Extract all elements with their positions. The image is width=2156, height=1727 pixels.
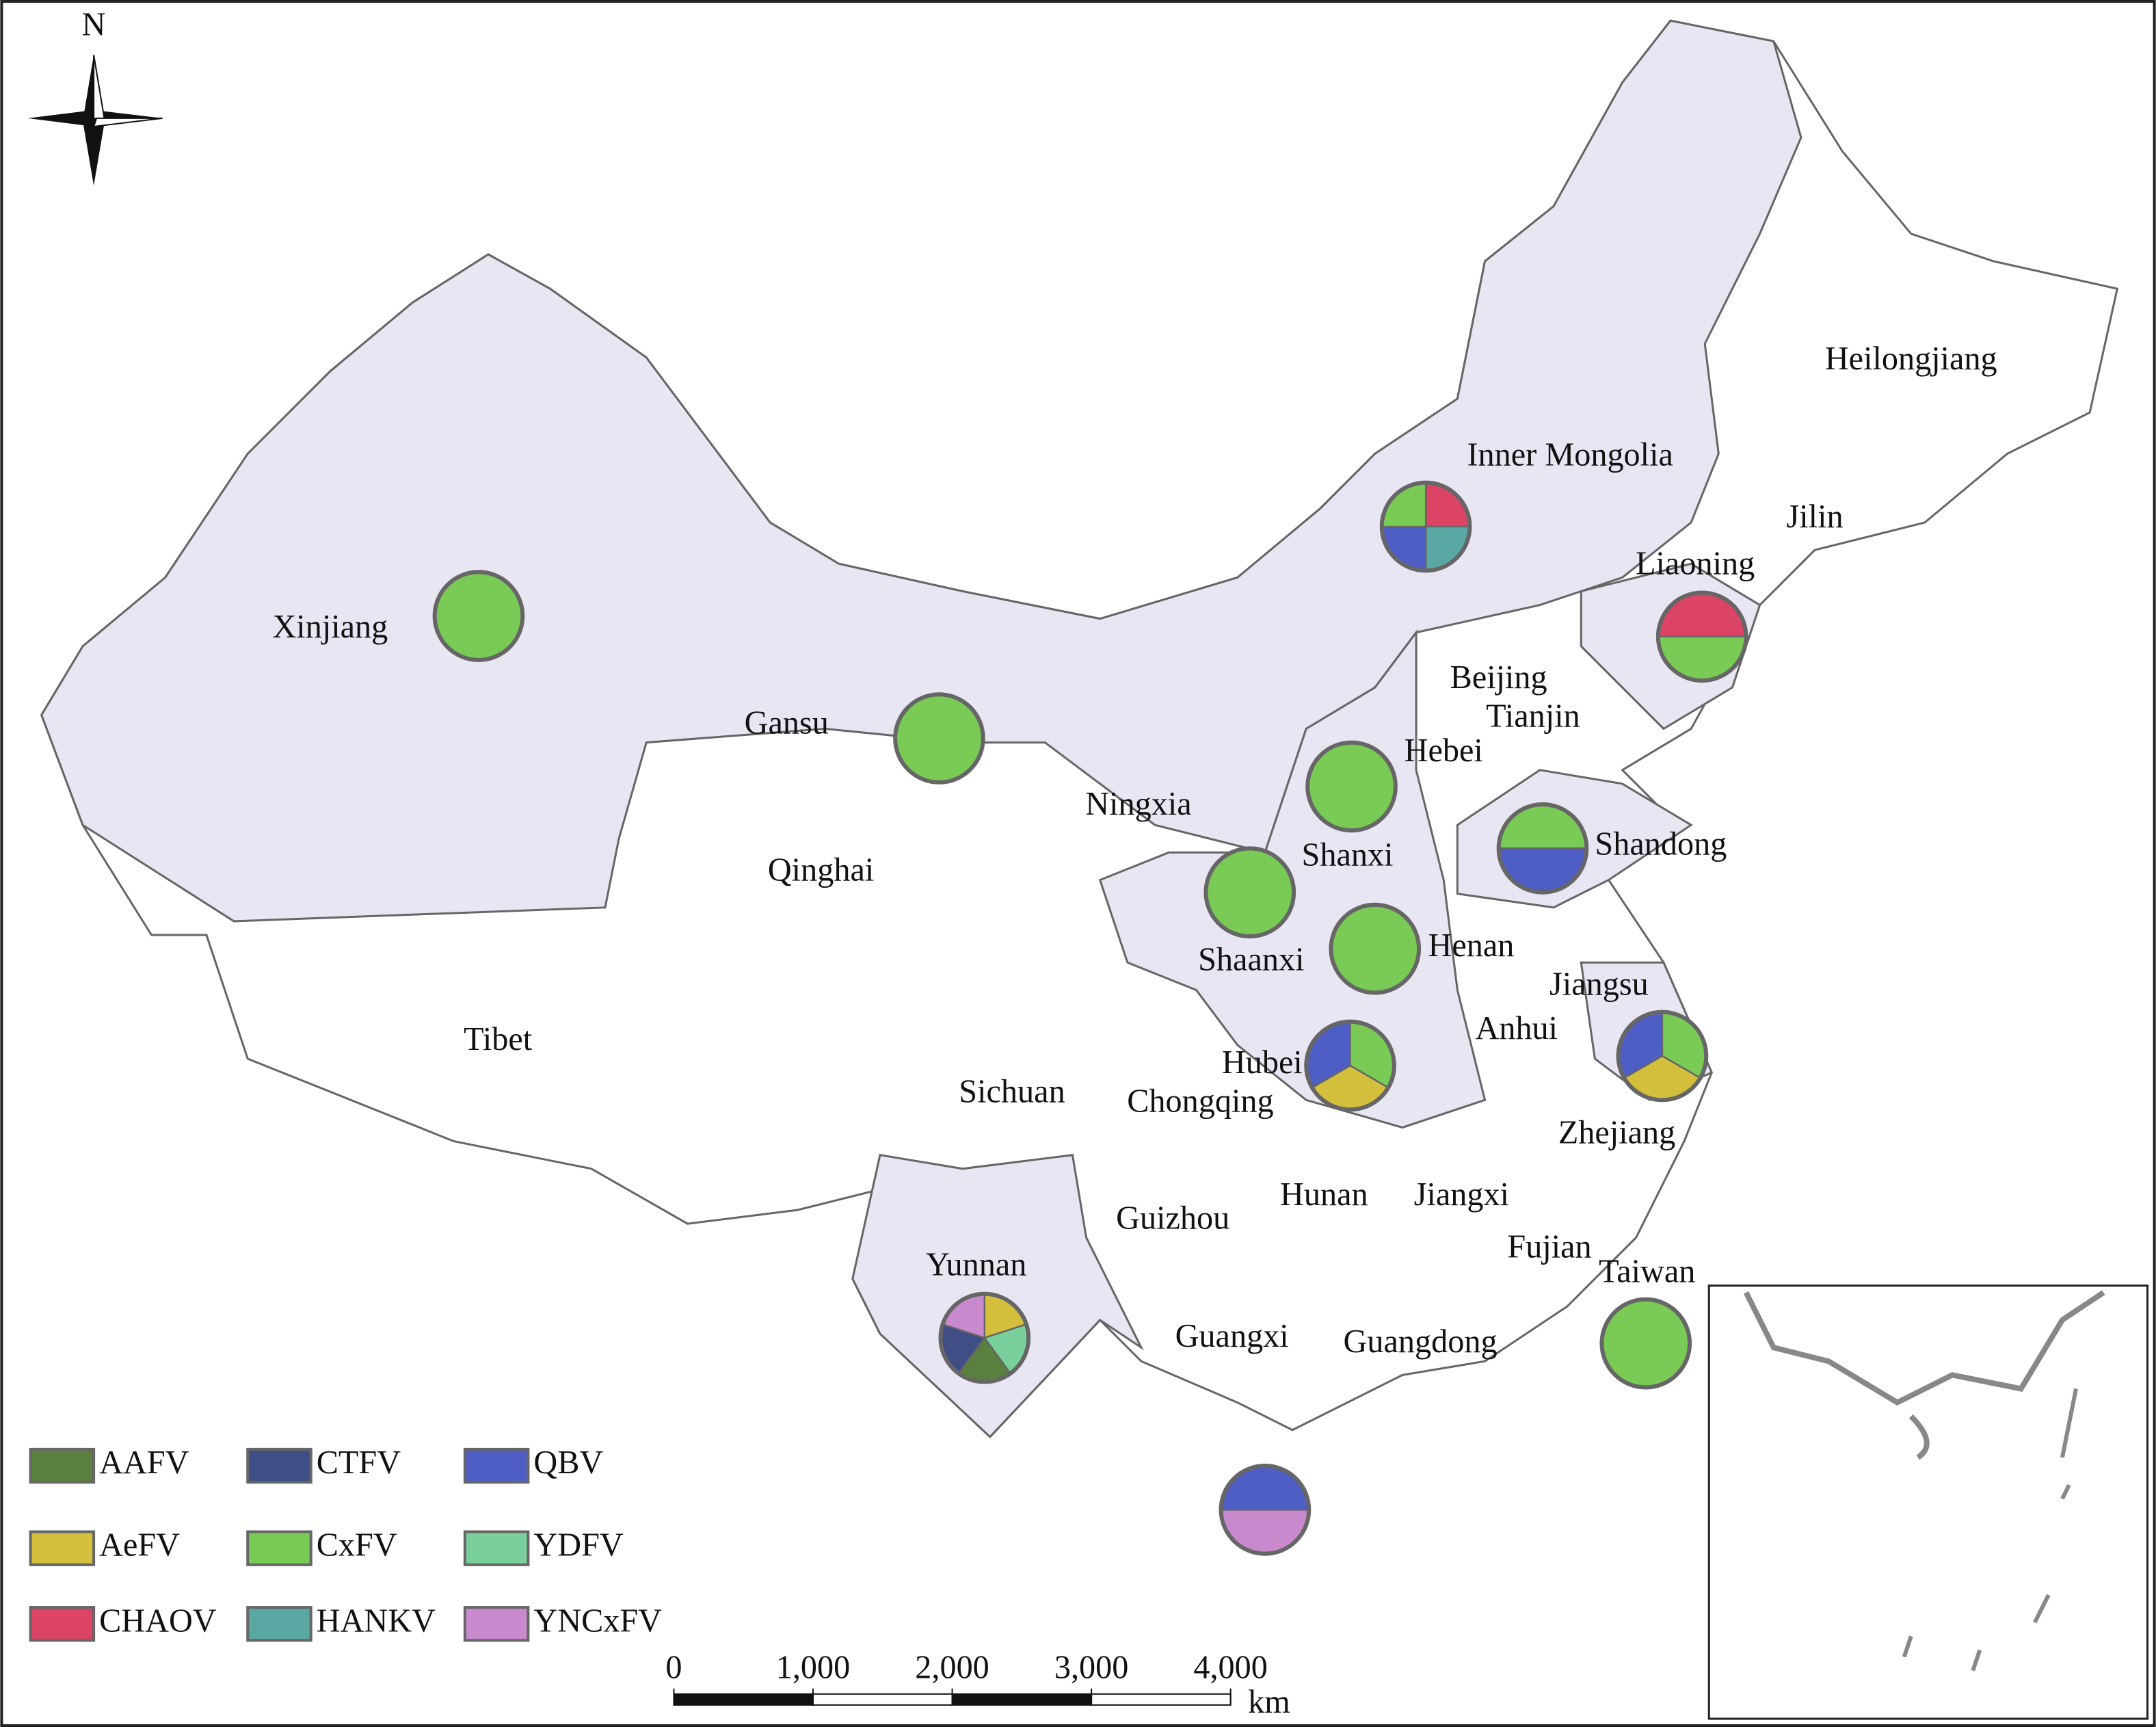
province-label: Inner Mongolia xyxy=(1467,437,1673,473)
pie-border xyxy=(938,1291,1031,1384)
pie-border xyxy=(1329,902,1422,995)
province-label: Jiangxi xyxy=(1414,1176,1509,1213)
legend-swatch xyxy=(246,1606,312,1642)
scale-segment xyxy=(812,1693,953,1706)
legend-swatch xyxy=(246,1447,312,1484)
pie-border xyxy=(1599,1297,1692,1390)
legend-swatch xyxy=(246,1530,312,1566)
province-label: Shaanxi xyxy=(1198,941,1304,977)
province-label: Xinjiang xyxy=(272,609,388,645)
legend-swatch xyxy=(463,1606,530,1642)
pie-border xyxy=(1305,740,1398,833)
inset xyxy=(1707,1284,2149,1720)
pie-border xyxy=(432,570,525,662)
province-label: Gansu xyxy=(745,705,829,741)
pie xyxy=(432,570,525,662)
scale-label: 3,000 xyxy=(1054,1650,1129,1686)
province-label: Hubei xyxy=(1222,1044,1303,1081)
legend-label: CTFV xyxy=(317,1445,401,1481)
pie-border xyxy=(1203,846,1296,939)
province-label: Taiwan xyxy=(1599,1254,1695,1290)
scale-segment xyxy=(1091,1693,1232,1706)
legend-label: AAFV xyxy=(99,1445,189,1481)
legend-label: QBV xyxy=(533,1445,603,1481)
pie xyxy=(1616,1010,1709,1103)
pie-border xyxy=(1379,480,1472,573)
pie-border xyxy=(1304,1019,1396,1112)
province-label: Heilongjiang xyxy=(1825,341,1997,377)
province-label: Tibet xyxy=(464,1021,533,1057)
province-label: Hunan xyxy=(1280,1176,1368,1213)
legend-label: HANKV xyxy=(317,1603,436,1639)
province-label: Shanxi xyxy=(1302,837,1394,873)
pie xyxy=(1655,590,1748,683)
compass-label: N xyxy=(82,6,106,42)
pie xyxy=(1203,846,1296,939)
province-label: Guangxi xyxy=(1175,1318,1289,1354)
pie-border xyxy=(1219,1464,1312,1556)
pie xyxy=(1329,902,1422,995)
legend-label: YDFV xyxy=(533,1527,623,1564)
legend-swatch xyxy=(29,1530,96,1566)
legend-swatch xyxy=(463,1530,530,1566)
province-label: Shandong xyxy=(1595,826,1727,862)
pie xyxy=(1219,1464,1312,1556)
province-label: Jilin xyxy=(1787,499,1844,535)
scale-label: 4,000 xyxy=(1193,1650,1268,1686)
province-label: Fujian xyxy=(1507,1228,1591,1265)
pie xyxy=(1379,480,1472,573)
pie-border xyxy=(1616,1010,1709,1103)
province-label: Hebei xyxy=(1405,733,1483,769)
pie xyxy=(1496,802,1589,895)
legend-swatch xyxy=(29,1606,96,1642)
pie xyxy=(893,692,985,785)
scale-segment xyxy=(673,1693,814,1706)
pie xyxy=(1304,1019,1396,1112)
province-label: Tianjin xyxy=(1486,698,1580,734)
legend-label: AeFV xyxy=(99,1527,180,1564)
compass: N xyxy=(27,6,163,186)
scale-label: 1,000 xyxy=(776,1650,851,1686)
province-label: Yunnan xyxy=(926,1247,1026,1283)
legend-label: CxFV xyxy=(317,1527,397,1564)
province-label: Guangdong xyxy=(1344,1323,1498,1360)
province-label: Qinghai xyxy=(768,852,874,888)
scale-label: 0 xyxy=(665,1650,682,1686)
pie xyxy=(938,1291,1031,1384)
pie xyxy=(1599,1297,1692,1390)
legend-label: CHAOV xyxy=(99,1603,217,1639)
province-label: Henan xyxy=(1428,927,1515,964)
province-label: Ningxia xyxy=(1085,786,1191,822)
province-label: Liaoning xyxy=(1636,545,1755,581)
scale-unit: km xyxy=(1248,1684,1290,1720)
legend-label: YNCxFV xyxy=(533,1603,662,1639)
province-label: Chongqing xyxy=(1127,1083,1273,1119)
legend-swatch xyxy=(463,1447,530,1484)
scale-label: 2,000 xyxy=(915,1650,989,1686)
scale-segment xyxy=(951,1693,1093,1706)
pie-border xyxy=(1655,590,1748,683)
province-label: Beijing xyxy=(1450,659,1547,696)
province-label: Guizhou xyxy=(1116,1200,1229,1236)
province-label: Sichuan xyxy=(959,1073,1065,1109)
province-label: Anhui xyxy=(1476,1010,1558,1046)
pie-border xyxy=(893,692,985,785)
province-label: Jiangsu xyxy=(1549,966,1649,1003)
legend-swatch xyxy=(29,1447,96,1484)
pie xyxy=(1305,740,1398,833)
province-label: Zhejiang xyxy=(1558,1115,1675,1151)
pie-border xyxy=(1496,802,1589,895)
